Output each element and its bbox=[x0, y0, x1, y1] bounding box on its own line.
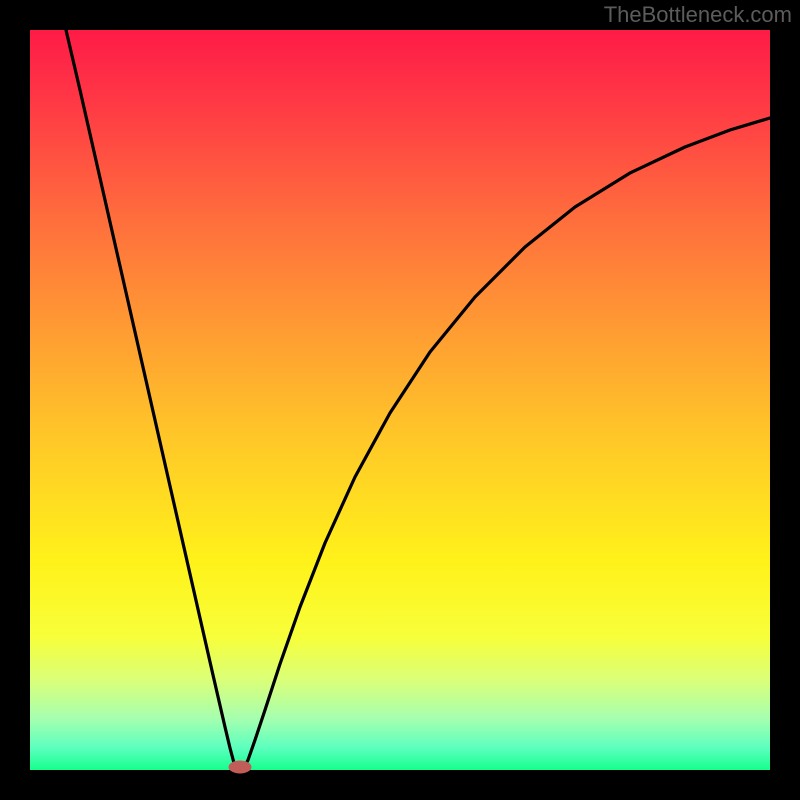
bottleneck-chart-svg: TheBottleneck.com bbox=[0, 0, 800, 800]
optimal-point-marker bbox=[229, 761, 251, 773]
watermark-label: TheBottleneck.com bbox=[604, 2, 792, 27]
chart-root: TheBottleneck.com bbox=[0, 0, 800, 800]
